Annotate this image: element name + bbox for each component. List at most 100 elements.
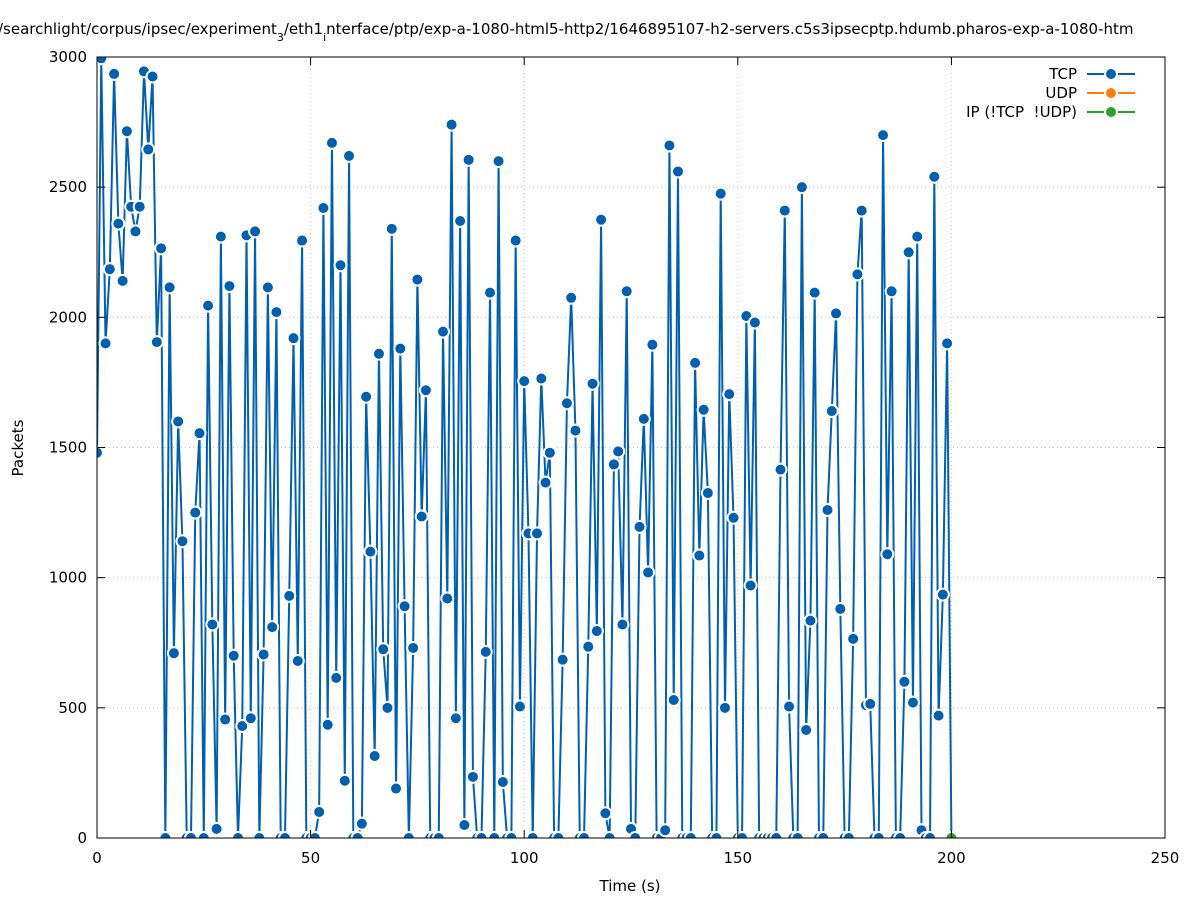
data-point <box>474 831 489 838</box>
data-point <box>564 290 579 305</box>
data-point <box>478 644 493 659</box>
data-point <box>226 648 241 663</box>
data-point <box>893 831 908 838</box>
data-point <box>201 298 216 313</box>
data-point <box>260 280 275 295</box>
data-point <box>461 152 476 167</box>
y-tick-label: 2500 <box>49 178 87 196</box>
data-point <box>743 578 758 593</box>
y-tick-label: 1000 <box>49 569 87 587</box>
data-point <box>897 674 912 689</box>
data-point <box>577 831 592 838</box>
data-point <box>735 831 750 838</box>
data-point <box>431 831 446 838</box>
data-point <box>397 599 412 614</box>
legend-label: TCP <box>1048 65 1077 83</box>
data-point <box>98 336 113 351</box>
data-point <box>102 262 117 277</box>
x-tick-label: 50 <box>301 849 320 867</box>
data-point <box>367 748 382 763</box>
data-point <box>530 526 545 541</box>
data-point <box>782 699 797 714</box>
title-part: /searchlight/corpus/ipsec/experiment <box>0 20 277 38</box>
data-point <box>333 258 348 273</box>
plot-area <box>97 57 959 838</box>
y-tick-label: 500 <box>58 699 87 717</box>
y-tick-label: 1500 <box>49 439 87 457</box>
data-point <box>641 565 656 580</box>
data-point <box>581 639 596 654</box>
data-point <box>717 700 732 715</box>
title-part: nterface/ptp/exp-a-1080-html5-http2/1646… <box>326 20 1133 38</box>
data-point <box>850 267 865 282</box>
data-point <box>354 816 369 831</box>
data-point <box>820 502 835 517</box>
data-point <box>213 229 228 244</box>
data-point <box>551 831 566 838</box>
legend-swatch <box>1104 105 1118 119</box>
data-point <box>192 426 207 441</box>
data-point <box>380 700 395 715</box>
data-point <box>188 505 203 520</box>
data-point <box>320 717 335 732</box>
data-point <box>401 831 416 838</box>
data-point <box>940 336 955 351</box>
data-point <box>389 781 404 796</box>
x-tick-label: 150 <box>723 849 752 867</box>
x-axis-label: Time (s) <box>599 877 661 895</box>
data-point <box>196 831 211 838</box>
data-point <box>183 831 198 838</box>
data-point <box>418 383 433 398</box>
data-point <box>816 831 831 838</box>
data-point <box>222 279 237 294</box>
data-point <box>483 285 498 300</box>
data-point <box>683 831 698 838</box>
data-point <box>927 169 942 184</box>
data-point <box>265 620 280 635</box>
data-point <box>747 315 762 330</box>
legend-label: IP (!TCP !UDP) <box>966 103 1077 121</box>
data-point <box>329 670 344 685</box>
data-point <box>615 617 630 632</box>
data-point <box>910 229 925 244</box>
data-point <box>504 831 519 838</box>
data-point <box>350 831 365 838</box>
data-point <box>312 804 327 819</box>
data-point <box>491 154 506 169</box>
data-point <box>794 180 809 195</box>
x-tick-label: 100 <box>510 849 539 867</box>
data-point <box>444 117 459 132</box>
data-point <box>149 335 164 350</box>
data-point <box>713 186 728 201</box>
data-point <box>235 719 250 734</box>
data-point <box>243 711 258 726</box>
x-tick-label: 250 <box>1151 849 1180 867</box>
data-point <box>410 272 425 287</box>
data-point <box>128 224 143 239</box>
data-point <box>175 534 190 549</box>
data-point <box>230 831 245 838</box>
data-point <box>119 124 134 139</box>
data-point <box>542 445 557 460</box>
data-point <box>256 647 271 662</box>
data-point <box>132 199 147 214</box>
data-point <box>769 831 784 838</box>
data-point <box>286 331 301 346</box>
data-point <box>495 775 510 790</box>
y-tick-label: 3000 <box>49 48 87 66</box>
data-point <box>205 617 220 632</box>
data-point <box>512 699 527 714</box>
data-point <box>931 708 946 723</box>
data-point <box>145 69 160 84</box>
title-part: i <box>323 31 326 44</box>
data-point <box>696 402 711 417</box>
data-point <box>162 280 177 295</box>
data-point <box>97 445 104 460</box>
data-point <box>803 613 818 628</box>
data-point <box>606 457 621 472</box>
data-point <box>166 646 181 661</box>
data-point <box>863 696 878 711</box>
data-point <box>880 547 895 562</box>
data-point <box>619 284 634 299</box>
